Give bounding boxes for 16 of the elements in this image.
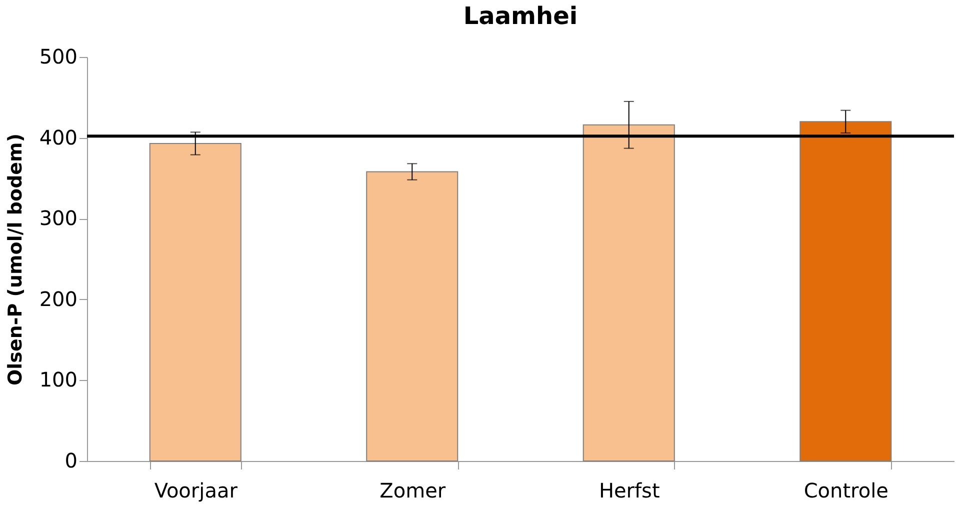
x-tick-label: Herfst bbox=[598, 478, 660, 502]
y-tick-label: 0 bbox=[64, 448, 78, 472]
chart-title: Laamhei bbox=[463, 2, 578, 30]
bar bbox=[149, 142, 242, 462]
x-tick-label: Voorjaar bbox=[154, 478, 238, 502]
y-tick-label: 500 bbox=[39, 44, 78, 68]
y-tick-label: 300 bbox=[39, 206, 78, 230]
bar bbox=[366, 171, 458, 462]
x-tick-label: Zomer bbox=[380, 478, 446, 502]
y-tick-label: 100 bbox=[39, 368, 78, 392]
x-tick-label: Controle bbox=[804, 478, 888, 502]
bar bbox=[800, 121, 892, 462]
y-tick-label: 400 bbox=[39, 125, 78, 150]
y-tick-label: 200 bbox=[39, 286, 78, 311]
y-axis-title: Olsen-P (umol/l bodem) bbox=[4, 133, 26, 386]
bar bbox=[582, 124, 675, 462]
